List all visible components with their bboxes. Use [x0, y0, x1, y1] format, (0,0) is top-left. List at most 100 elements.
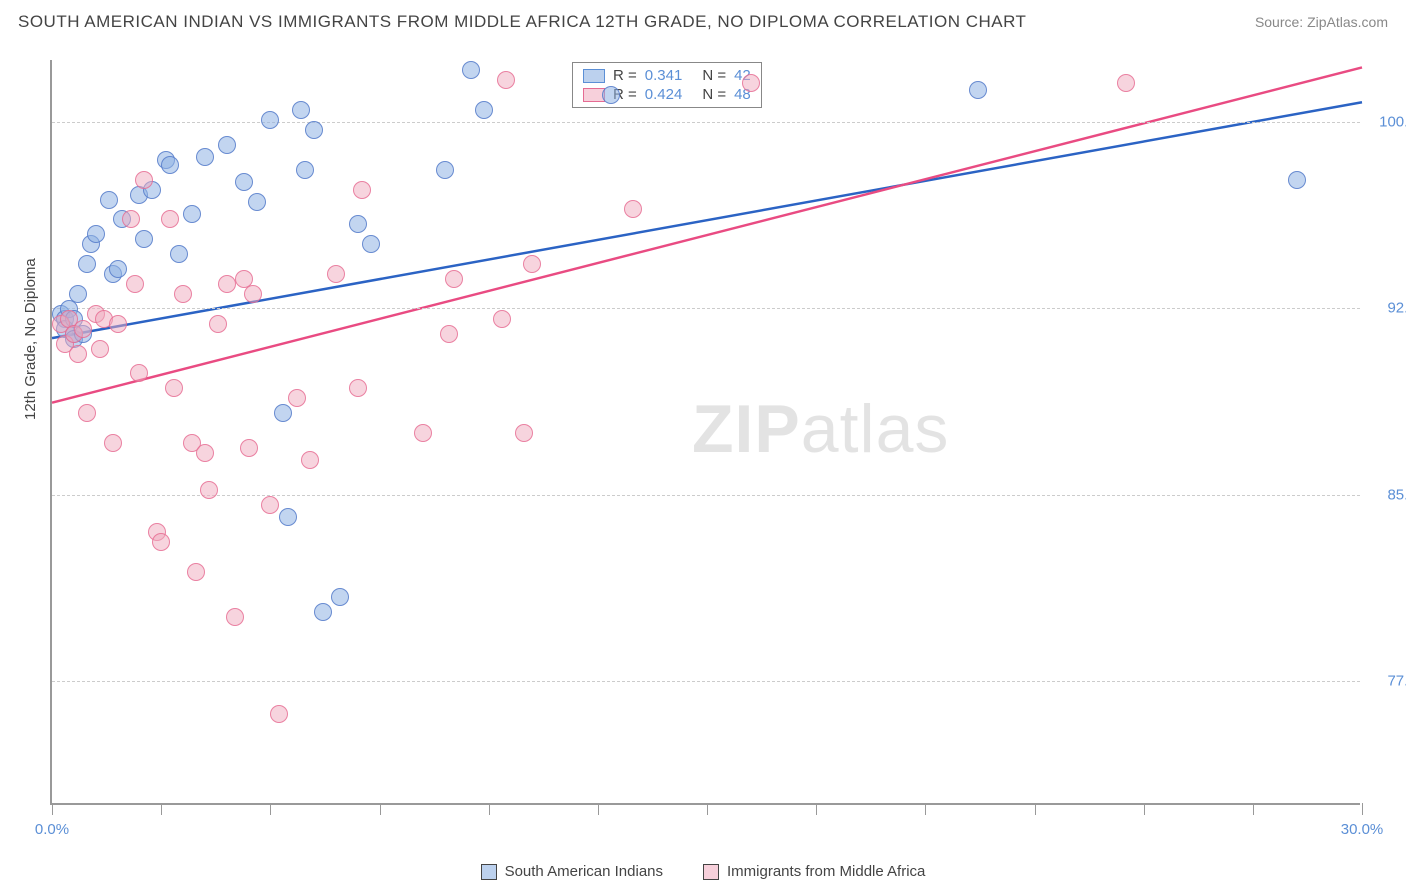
data-point	[174, 285, 192, 303]
data-point	[69, 345, 87, 363]
data-point	[170, 245, 188, 263]
x-tick	[1035, 803, 1036, 815]
n-label: N =	[702, 86, 726, 103]
data-point	[497, 71, 515, 89]
data-point	[1117, 74, 1135, 92]
data-point	[244, 285, 262, 303]
swatch-blue-icon	[481, 864, 497, 880]
legend-item-blue: South American Indians	[481, 863, 663, 880]
data-point	[248, 193, 266, 211]
r-label: R =	[613, 67, 637, 84]
source-link[interactable]: ZipAtlas.com	[1307, 14, 1388, 30]
data-point	[602, 86, 620, 104]
swatch-pink-icon	[703, 864, 719, 880]
data-point	[314, 603, 332, 621]
trend-line	[52, 102, 1362, 338]
data-point	[218, 275, 236, 293]
data-point	[261, 496, 279, 514]
data-point	[292, 101, 310, 119]
data-point	[274, 404, 292, 422]
series-label-blue: South American Indians	[505, 863, 663, 880]
data-point	[200, 481, 218, 499]
data-point	[362, 235, 380, 253]
data-point	[288, 389, 306, 407]
y-tick-label: 77.5%	[1370, 672, 1406, 689]
data-point	[78, 404, 96, 422]
swatch-blue	[583, 69, 605, 83]
gridline-h	[52, 681, 1360, 682]
data-point	[196, 148, 214, 166]
data-point	[624, 200, 642, 218]
data-point	[414, 424, 432, 442]
data-point	[69, 285, 87, 303]
chart-title: SOUTH AMERICAN INDIAN VS IMMIGRANTS FROM…	[18, 12, 1026, 32]
gridline-h	[52, 122, 1360, 123]
data-point	[109, 315, 127, 333]
data-point	[161, 210, 179, 228]
y-tick-label: 85.0%	[1370, 486, 1406, 503]
data-point	[126, 275, 144, 293]
data-point	[122, 210, 140, 228]
source-label: Source:	[1255, 14, 1303, 30]
data-point	[130, 364, 148, 382]
data-point	[135, 230, 153, 248]
data-point	[305, 121, 323, 139]
legend-item-pink: Immigrants from Middle Africa	[703, 863, 925, 880]
data-point	[100, 191, 118, 209]
stats-legend: R = 0.341 N = 42 R = 0.424 N = 48	[572, 62, 762, 108]
data-point	[301, 451, 319, 469]
x-tick	[270, 803, 271, 815]
data-point	[187, 563, 205, 581]
data-point	[109, 260, 127, 278]
data-point	[515, 424, 533, 442]
data-point	[135, 171, 153, 189]
series-label-pink: Immigrants from Middle Africa	[727, 863, 925, 880]
data-point	[279, 508, 297, 526]
x-tick	[161, 803, 162, 815]
data-point	[161, 156, 179, 174]
n-label: N =	[702, 67, 726, 84]
data-point	[270, 705, 288, 723]
x-tick-label: 0.0%	[35, 821, 69, 838]
data-point	[462, 61, 480, 79]
data-point	[261, 111, 279, 129]
gridline-h	[52, 308, 1360, 309]
data-point	[78, 255, 96, 273]
data-point	[1288, 171, 1306, 189]
x-tick	[489, 803, 490, 815]
trend-lines	[52, 60, 1360, 803]
scatter-chart: ZIPatlas R = 0.341 N = 42 R = 0.424 N = …	[50, 60, 1360, 805]
legend-row-blue: R = 0.341 N = 42	[583, 67, 751, 84]
r-value-pink: 0.424	[645, 86, 683, 103]
data-point	[152, 533, 170, 551]
data-point	[240, 439, 258, 457]
data-point	[349, 215, 367, 233]
data-point	[327, 265, 345, 283]
header: SOUTH AMERICAN INDIAN VS IMMIGRANTS FROM…	[0, 0, 1406, 32]
data-point	[493, 310, 511, 328]
data-point	[87, 225, 105, 243]
data-point	[445, 270, 463, 288]
x-tick	[707, 803, 708, 815]
data-point	[742, 74, 760, 92]
x-tick-label: 30.0%	[1341, 821, 1384, 838]
x-tick	[1144, 803, 1145, 815]
x-tick	[52, 803, 53, 815]
x-tick	[1253, 803, 1254, 815]
source: Source: ZipAtlas.com	[1255, 14, 1388, 30]
x-tick	[598, 803, 599, 815]
data-point	[331, 588, 349, 606]
data-point	[196, 444, 214, 462]
data-point	[91, 340, 109, 358]
data-point	[523, 255, 541, 273]
data-point	[165, 379, 183, 397]
data-point	[349, 379, 367, 397]
x-tick	[1362, 803, 1363, 815]
r-value-blue: 0.341	[645, 67, 683, 84]
data-point	[436, 161, 454, 179]
x-tick	[816, 803, 817, 815]
x-tick	[380, 803, 381, 815]
data-point	[209, 315, 227, 333]
data-point	[104, 434, 122, 452]
y-tick-label: 100.0%	[1370, 114, 1406, 131]
